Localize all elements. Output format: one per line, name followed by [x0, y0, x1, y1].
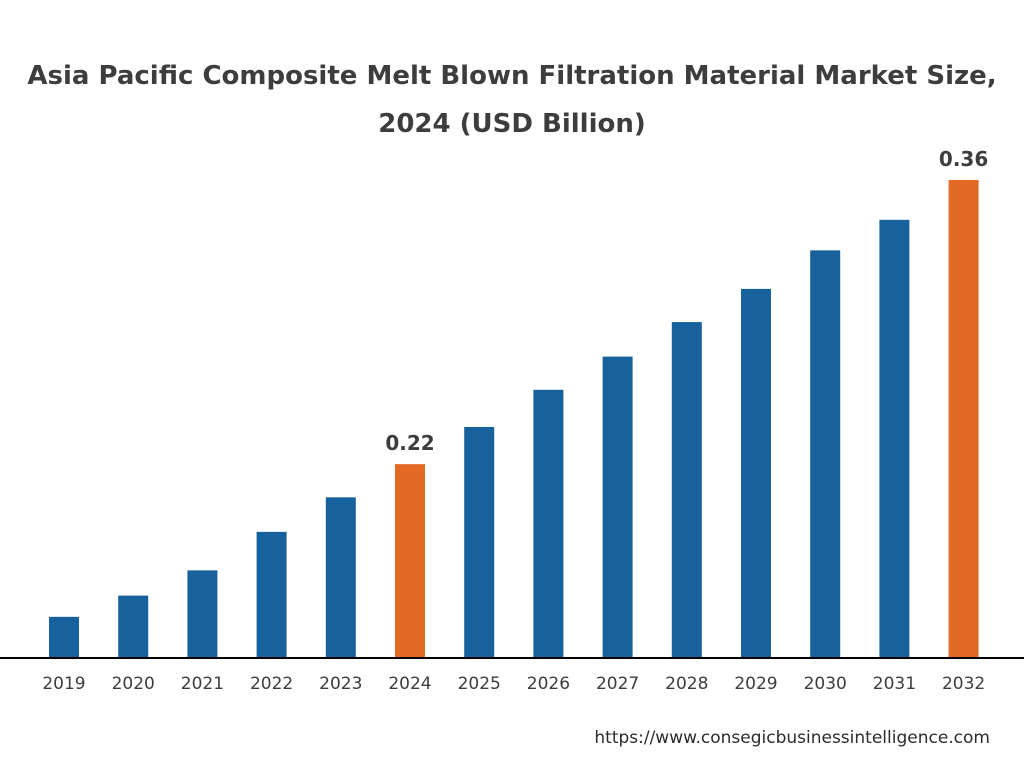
data-label-2024: 0.22 [385, 431, 434, 455]
bar-2019 [49, 616, 79, 658]
x-tick-label-2023: 2023 [319, 674, 362, 694]
x-tick-label-2025: 2025 [458, 674, 501, 694]
bar-2028 [671, 322, 702, 658]
x-tick-label-2027: 2027 [596, 674, 639, 694]
source-url[interactable]: https://www.consegicbusinessintelligence… [594, 728, 990, 748]
x-tick-label-2021: 2021 [181, 674, 224, 694]
bar-2032 [948, 180, 979, 658]
bar-2027 [602, 356, 633, 658]
x-tick-label-2020: 2020 [112, 674, 155, 694]
bar-2031 [879, 219, 910, 659]
bar-2024 [395, 464, 425, 658]
bar-2026 [533, 389, 564, 658]
x-tick-label-2032: 2032 [942, 674, 985, 694]
x-tick-label-2030: 2030 [804, 674, 847, 694]
bar-2029 [741, 288, 771, 658]
bar-2021 [187, 570, 218, 658]
x-tick-label-2029: 2029 [734, 674, 777, 694]
data-label-2032: 0.36 [939, 147, 988, 171]
x-tick-label-2028: 2028 [665, 674, 708, 694]
bar-2030 [810, 250, 841, 658]
x-tick-label-2022: 2022 [250, 674, 293, 694]
bar-2023 [325, 497, 356, 658]
chart-title: Asia Pacific Composite Melt Blown Filtra… [27, 61, 997, 139]
x-tick-label-2024: 2024 [388, 674, 431, 694]
x-tick-label-2031: 2031 [873, 674, 916, 694]
bar-2020 [118, 595, 149, 658]
x-tick-label-2019: 2019 [42, 674, 85, 694]
x-tick-label-2026: 2026 [527, 674, 570, 694]
bar-2025 [464, 426, 495, 658]
bar-2022 [256, 531, 287, 658]
